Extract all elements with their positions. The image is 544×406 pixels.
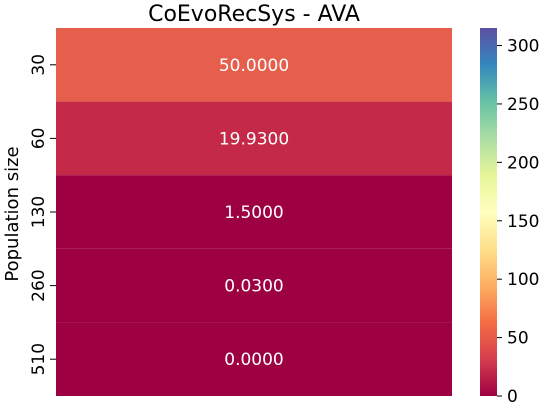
colorbar-tick-label: 50 <box>507 329 529 349</box>
y-axis-label: Population size <box>2 146 23 281</box>
heatmap-cell <box>56 101 452 176</box>
colorbar-ticks: 0 50 100 150 200 250 300 <box>497 37 539 406</box>
cell-value-label: 0.0300 <box>224 277 283 297</box>
row-tick-label: 130 <box>29 196 49 228</box>
row-tick-label: 60 <box>29 128 49 150</box>
colorbar-tick-label: 100 <box>507 270 539 290</box>
colorbar-tick-label: 300 <box>507 37 539 57</box>
row-tick-label: 510 <box>29 343 49 375</box>
heatmap-cell <box>56 28 452 102</box>
colorbar-tick-label: 0 <box>507 387 518 406</box>
chart-title: CoEvoRecSys - AVA <box>148 2 360 27</box>
heatmap-cell <box>56 322 452 396</box>
cell-value-label: 50.0000 <box>219 56 289 76</box>
row-tick-label: 260 <box>29 269 49 301</box>
colorbar-tick-label: 150 <box>507 212 539 232</box>
cell-value-label: 1.5000 <box>224 203 283 223</box>
colorbar-tick-label: 250 <box>507 95 539 115</box>
cell-value-label: 0.0000 <box>224 350 283 370</box>
heatmap-cell <box>56 248 452 323</box>
row-tick-label: 30 <box>29 54 49 76</box>
heatmap-cells: 50.0000 19.9300 1.5000 0.0300 0.0000 <box>56 28 452 396</box>
colorbar-tick-label: 200 <box>507 153 539 173</box>
colorbar <box>480 28 497 396</box>
row-tick-labels: 30 60 130 260 510 <box>29 54 56 375</box>
heatmap-cell <box>56 175 452 249</box>
cell-value-label: 19.9300 <box>219 129 289 149</box>
